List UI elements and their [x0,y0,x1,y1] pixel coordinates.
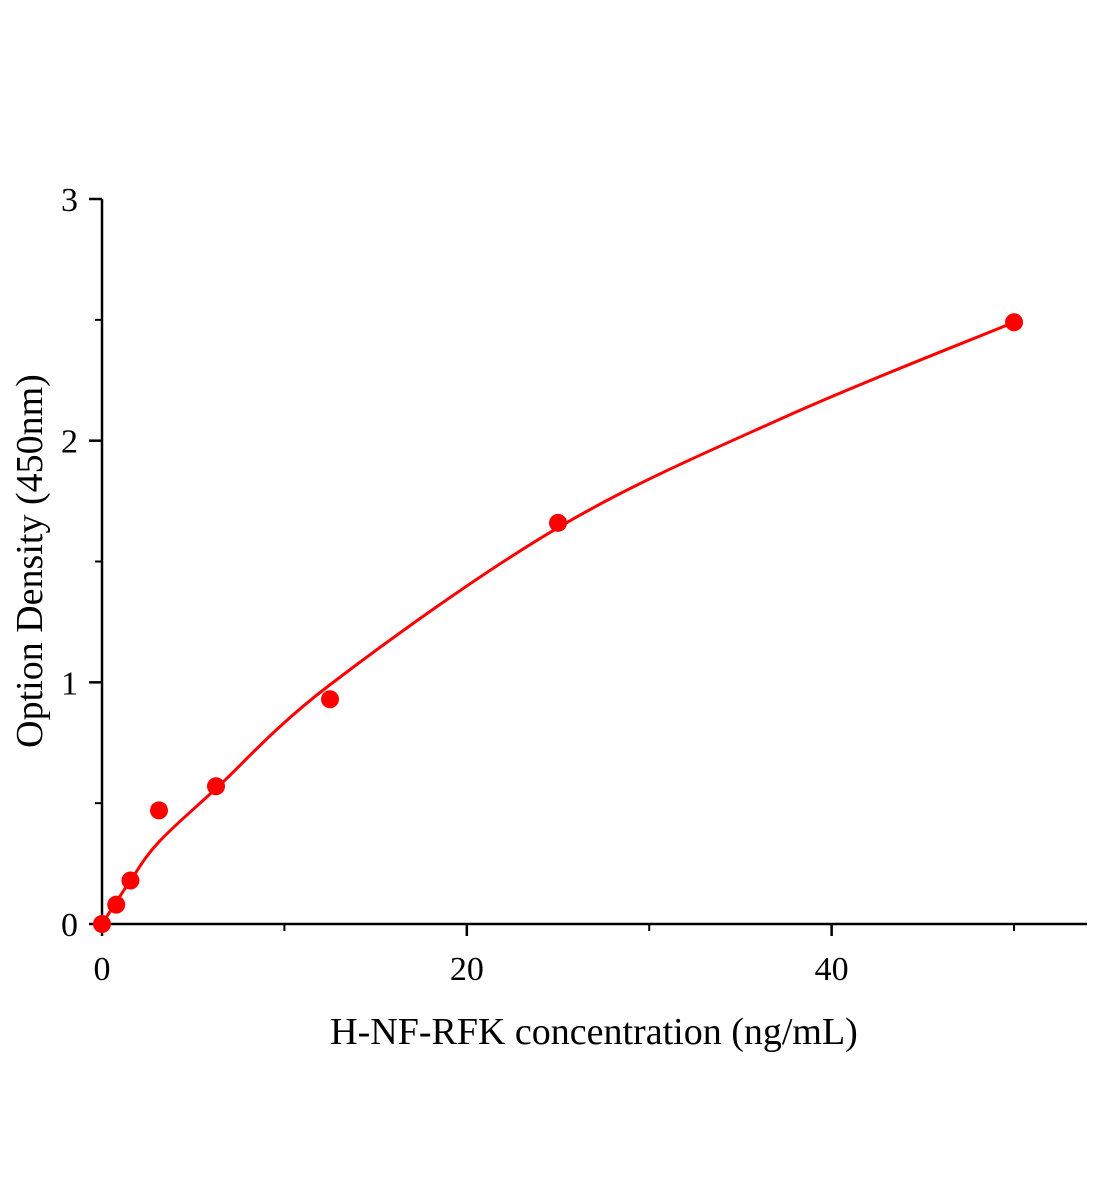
data-points [93,313,1024,933]
y-axis-label: Option Density (450nm) [9,374,51,748]
x-tick-label: 20 [450,951,484,988]
data-point [321,690,340,709]
x-tick-label: 40 [815,951,849,988]
axes: 0 20 40 0 1 2 3 [61,182,1087,988]
data-point [549,513,568,532]
data-point [150,801,169,820]
data-point [93,915,111,933]
data-point [121,871,140,890]
y-tick-label: 2 [61,424,78,461]
x-axis-label: H-NF-RFK concentration (ng/mL) [330,1011,858,1053]
data-point [1005,313,1024,332]
fit-curve [100,320,1015,925]
y-tick-label: 0 [61,907,78,944]
y-tick-label: 3 [61,182,78,219]
x-tick-label: 0 [94,951,111,988]
y-tick-label: 1 [61,665,78,702]
data-point [207,777,226,796]
data-point [107,895,126,914]
